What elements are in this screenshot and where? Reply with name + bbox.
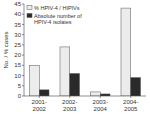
x-tick bbox=[100, 96, 101, 98]
bars bbox=[29, 8, 140, 96]
bar bbox=[70, 74, 80, 96]
y-tick-label: 40 bbox=[14, 11, 21, 17]
chart: 051015202530354045No. / % cases2001-2002… bbox=[0, 0, 150, 114]
y-tick-label: 35 bbox=[14, 22, 21, 28]
text-line: 2002- bbox=[62, 99, 77, 105]
y-tick-label: 45 bbox=[14, 1, 21, 7]
y-tick-label: 10 bbox=[14, 73, 21, 79]
y-axis: 0 5 10 15 20 25 30 35 40 45 bbox=[14, 1, 24, 99]
text-line: 2004- bbox=[123, 99, 138, 105]
text-line: 2001- bbox=[32, 99, 47, 105]
y-tick-label: 20 bbox=[14, 52, 21, 58]
bar bbox=[121, 8, 131, 96]
bar bbox=[100, 94, 110, 96]
y-axis-line bbox=[24, 4, 25, 96]
text-line: 2004 bbox=[94, 106, 108, 112]
y-tick-label: 15 bbox=[14, 62, 21, 68]
x-axis: 2001-2002 2002-2003 2003-2004 2004-2005 bbox=[32, 96, 139, 112]
legend-label: % HPIV-4 / HIPIVs bbox=[34, 5, 80, 11]
text-line: 2005 bbox=[124, 106, 138, 112]
bar bbox=[131, 78, 141, 96]
text-line: 2003 bbox=[63, 106, 77, 112]
bar bbox=[29, 65, 39, 96]
bar bbox=[90, 92, 100, 96]
x-tick bbox=[130, 96, 131, 98]
chart-container: 051015202530354045No. / % cases2001-2002… bbox=[0, 0, 150, 114]
text-line: HPIV-4 isolates bbox=[34, 19, 72, 25]
x-axis-line bbox=[24, 96, 146, 97]
legend-swatch bbox=[27, 14, 32, 18]
text-line: 2002 bbox=[33, 106, 47, 112]
legend: % HPIV-4 / HIPIVs Absolute number ofHPIV-… bbox=[27, 5, 82, 25]
x-tick-label: 2002-2003 bbox=[62, 99, 77, 112]
x-tick-label: 2001-2002 bbox=[32, 99, 47, 112]
legend-swatch bbox=[27, 6, 32, 10]
bar bbox=[60, 47, 70, 96]
x-tick bbox=[69, 96, 70, 98]
text-line: 2003- bbox=[93, 99, 108, 105]
y-tick-label: 25 bbox=[14, 42, 21, 48]
y-tick-label: 5 bbox=[18, 83, 22, 89]
legend-label: Absolute number ofHPIV-4 isolates bbox=[34, 13, 82, 25]
y-tick-label: 30 bbox=[14, 32, 21, 38]
bar bbox=[39, 90, 49, 96]
text-line: % HPIV-4 / HIPIVs bbox=[34, 5, 80, 11]
x-tick-label: 2003-2004 bbox=[93, 99, 108, 112]
y-tick-label: 0 bbox=[18, 93, 22, 99]
x-tick bbox=[39, 96, 40, 98]
y-axis-label: No. / % cases bbox=[3, 31, 9, 68]
x-tick-label: 2004-2005 bbox=[123, 99, 138, 112]
